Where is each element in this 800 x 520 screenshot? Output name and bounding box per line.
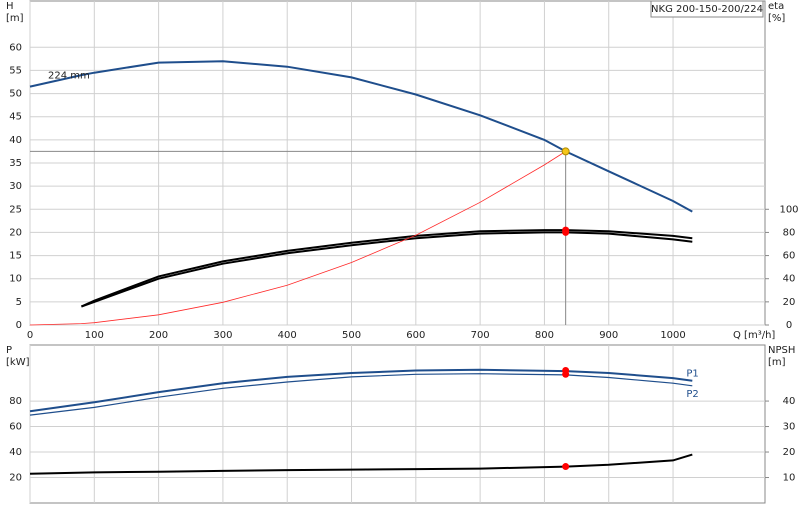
y2-tick-label: 20: [783, 297, 796, 308]
y-axis-label: H: [6, 1, 14, 12]
y-tick-label: 80: [9, 396, 22, 407]
operating-point: [562, 463, 570, 471]
y-tick-label: 55: [9, 65, 22, 76]
y2-tick-label: 0: [786, 320, 792, 331]
series-line: [29, 60, 693, 213]
y2-axis-label: [%]: [768, 13, 785, 24]
y-tick-label: 60: [9, 42, 22, 53]
y-tick-label: 60: [9, 422, 22, 433]
x-tick-label: 1000: [660, 330, 685, 341]
y2-tick-label: 60: [783, 251, 796, 262]
series-line: [29, 373, 693, 416]
series-line: [29, 151, 566, 326]
y-tick-label: 30: [9, 181, 22, 192]
operating-point: [561, 147, 570, 156]
y2-tick-label: 20: [783, 447, 796, 458]
y2-tick-label: 10: [783, 473, 796, 484]
plot-area: [29, 344, 766, 504]
y2-tick-label: 100: [779, 204, 798, 215]
y2-tick-label: 80: [783, 227, 796, 238]
y-tick-label: 45: [9, 112, 22, 123]
x-tick-label: 500: [342, 330, 361, 341]
x-tick-label: 800: [535, 330, 554, 341]
y2-tick-label: 40: [783, 396, 796, 407]
x-tick-label: 0: [27, 330, 33, 341]
y2-axis-label: [m]: [768, 357, 786, 368]
y-tick-label: 10: [9, 274, 22, 285]
title-box: [650, 0, 764, 18]
x-tick-label: 300: [213, 330, 232, 341]
x-axis-label: Q [m³/h]: [733, 330, 775, 341]
y2-axis-label: NPSH: [768, 345, 795, 356]
x-tick-label: 200: [149, 330, 168, 341]
x-tick-label: 400: [278, 330, 297, 341]
y-tick-label: 40: [9, 447, 22, 458]
series-label: 224 mm: [48, 71, 90, 82]
operating-point: [562, 370, 570, 378]
y-tick-label: 0: [16, 320, 22, 331]
x-tick-label: 900: [599, 330, 618, 341]
y-axis-label: P: [6, 345, 12, 356]
y-tick-label: 15: [9, 251, 22, 262]
y2-axis-label: eta: [768, 1, 784, 12]
operating-point: [562, 228, 570, 236]
y-tick-label: 5: [16, 297, 22, 308]
series-line: [29, 453, 693, 475]
x-tick-label: 100: [85, 330, 104, 341]
y-tick-label: 50: [9, 89, 22, 100]
y-axis-label: [m]: [6, 13, 24, 24]
x-tick-label: 600: [406, 330, 425, 341]
chart-title: NKG 200-150-200/224: [651, 4, 763, 15]
y-tick-label: 20: [9, 473, 22, 484]
y-tick-label: 40: [9, 135, 22, 146]
y-tick-label: 25: [9, 204, 22, 215]
y2-tick-label: 40: [783, 274, 796, 285]
series-line: [29, 368, 693, 413]
series-line: [80, 229, 693, 308]
x-tick-label: 700: [471, 330, 490, 341]
series-label: P2: [686, 389, 698, 400]
y-tick-label: 35: [9, 158, 22, 169]
y-tick-label: 20: [9, 227, 22, 238]
y2-tick-label: 30: [783, 422, 796, 433]
series-line: [81, 231, 693, 308]
series-label: P1: [686, 369, 698, 380]
y-axis-label: [kW]: [6, 357, 30, 368]
